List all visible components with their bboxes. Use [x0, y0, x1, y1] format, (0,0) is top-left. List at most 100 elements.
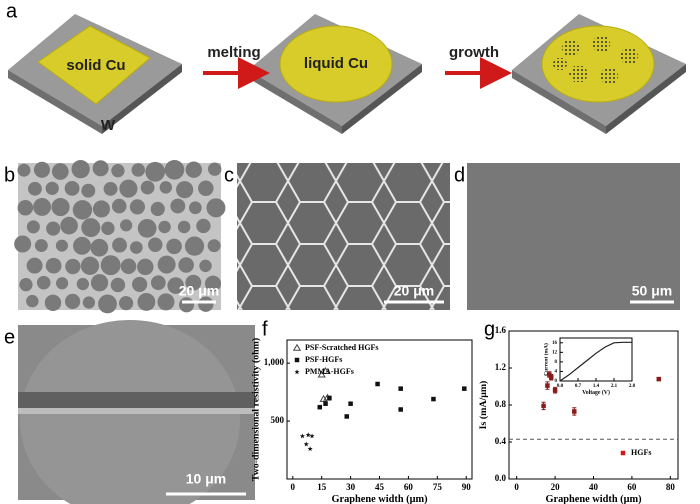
grain: [148, 237, 163, 252]
substrate-side: [8, 70, 102, 134]
label: growth: [449, 44, 499, 61]
grain: [17, 163, 31, 177]
grain: [207, 239, 221, 253]
label: W: [101, 117, 116, 134]
grain: [111, 198, 127, 214]
label: liquid Cu: [304, 55, 368, 72]
grain: [73, 236, 91, 255]
x-tick-label: 0: [291, 482, 296, 492]
x-axis-label: Graphene width (μm): [331, 494, 427, 504]
grain: [80, 256, 100, 275]
grain: [111, 164, 125, 178]
point: [309, 433, 315, 439]
substrate-side: [248, 70, 342, 134]
legend-marker: [292, 343, 302, 351]
grain: [145, 161, 166, 182]
hexagon-grid: [237, 163, 450, 310]
plot-frame: [559, 337, 633, 382]
substrate-side: [512, 70, 606, 134]
liquid-cu: [279, 25, 393, 103]
grain: [131, 163, 145, 177]
point: [398, 407, 403, 412]
legend-marker: [620, 450, 626, 456]
x-tick-label: 0.7: [575, 384, 582, 389]
scale-label: 20 μm: [394, 283, 434, 299]
grain: [92, 200, 111, 218]
grain: [60, 216, 78, 235]
legend-marker: [294, 369, 300, 375]
x-tick-label: 0.0: [557, 384, 564, 389]
y-tick-label: 0.0: [495, 473, 507, 483]
point: [572, 409, 577, 414]
grain: [185, 161, 202, 178]
scale-label: 20 μm: [179, 283, 219, 299]
grain: [179, 297, 195, 313]
grain: [72, 200, 93, 220]
point: [327, 395, 332, 401]
y-axis-label: Is (mA/μm): [478, 381, 489, 430]
grain: [81, 183, 96, 198]
grain: [28, 181, 42, 196]
x-tick-label: 2.8: [629, 384, 636, 389]
grain: [110, 277, 126, 293]
grain: [167, 277, 184, 294]
panel-label: f: [262, 318, 268, 340]
grain: [90, 274, 109, 292]
x-tick-label: 40: [589, 482, 599, 492]
grain: [92, 160, 109, 177]
grain: [44, 294, 62, 312]
panel-label: c: [224, 164, 234, 186]
panel-label: e: [4, 326, 15, 348]
grain: [14, 235, 32, 253]
x-tick-label: 0: [514, 482, 519, 492]
ridge: [18, 408, 255, 414]
grain: [19, 278, 33, 292]
grain: [26, 294, 39, 308]
grain: [204, 275, 222, 292]
grain: [137, 292, 156, 311]
y-tick-label: 12: [552, 350, 558, 355]
grain: [120, 219, 133, 232]
grain: [157, 293, 175, 311]
label: solid Cu: [66, 57, 125, 74]
grain: [177, 220, 191, 234]
grain: [198, 296, 214, 312]
ridge: [18, 392, 255, 408]
legend-label: HGFs: [631, 448, 651, 457]
grain: [76, 277, 89, 291]
x-tick-label: 15: [317, 482, 327, 492]
grain: [158, 220, 171, 234]
y-tick-label: 1.2: [495, 362, 507, 372]
point: [656, 376, 662, 382]
grain: [71, 160, 90, 179]
panel-label: a: [6, 0, 18, 22]
point: [431, 396, 436, 402]
grain: [120, 258, 137, 275]
legend-label: PMMA-HGFs: [305, 367, 354, 376]
point: [462, 386, 467, 391]
grain: [166, 238, 182, 255]
point: [299, 433, 305, 439]
y-tick-label: 4: [555, 370, 558, 375]
x-tick-label: 30: [346, 482, 356, 492]
x-tick-label: 2.1: [611, 384, 618, 389]
point: [545, 383, 550, 388]
grain: [129, 199, 146, 215]
grain: [112, 237, 127, 253]
plot-frame: [286, 339, 473, 480]
y-tick-label: 0.8: [495, 399, 507, 409]
substrate-side: [102, 64, 182, 134]
grain: [64, 293, 81, 310]
y-tick-label: 16: [552, 341, 558, 346]
grain: [65, 258, 81, 275]
grain: [45, 181, 59, 195]
y-tick-label: 1,000: [264, 357, 285, 367]
grain: [196, 218, 211, 234]
substrate-side: [342, 64, 422, 134]
grain: [33, 161, 51, 178]
x-tick-label: 45: [375, 482, 385, 492]
grain: [90, 238, 109, 257]
grain: [137, 218, 157, 238]
grain: [51, 163, 69, 180]
grain: [150, 201, 165, 217]
